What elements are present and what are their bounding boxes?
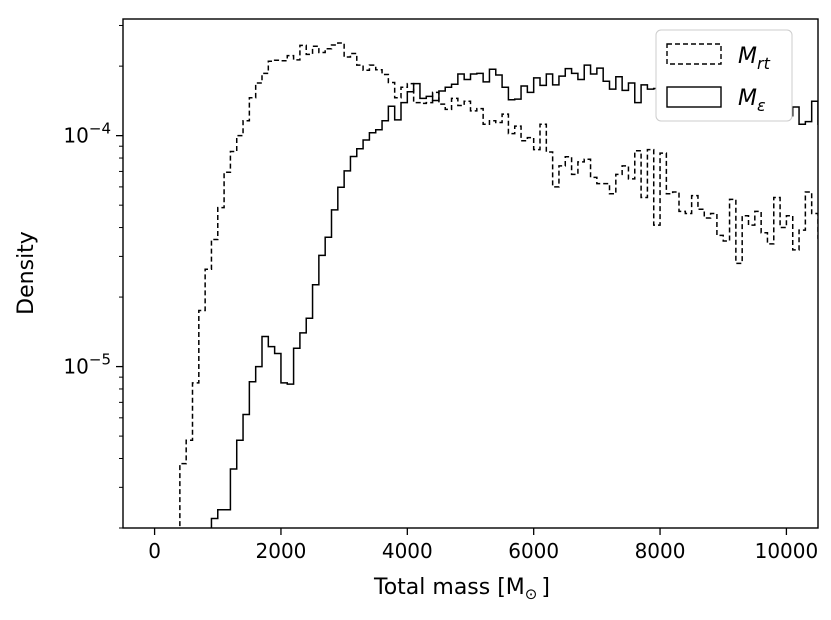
x-tick-label: 4000 <box>382 539 433 563</box>
legend-swatch-mrt <box>666 43 722 65</box>
x-tick-label: 2000 <box>256 539 307 563</box>
x-axis-label: Total mass [M⊙] <box>373 575 550 603</box>
y-tick-label: 10−5 <box>63 351 111 379</box>
x-tick-label: 0 <box>148 539 161 563</box>
x-tick-label: 8000 <box>635 539 686 563</box>
x-tick-label: 10000 <box>755 539 819 563</box>
legend: Mrt Mε <box>655 29 793 122</box>
legend-label-mrt: Mrt <box>738 44 771 73</box>
y-axis: 10−5 10−4 <box>63 24 123 529</box>
plot-frame <box>122 18 819 529</box>
y-axis-label: Density <box>14 231 39 315</box>
x-axis: 0 2000 4000 6000 8000 10000 <box>148 528 818 563</box>
legend-swatch-meps <box>666 86 722 108</box>
legend-frame <box>655 29 793 122</box>
legend-label-meps: Mε <box>738 86 766 115</box>
series-M_rt-step-line <box>179 42 818 528</box>
x-tick-label: 6000 <box>508 539 559 563</box>
y-tick-label: 10−4 <box>63 120 111 148</box>
